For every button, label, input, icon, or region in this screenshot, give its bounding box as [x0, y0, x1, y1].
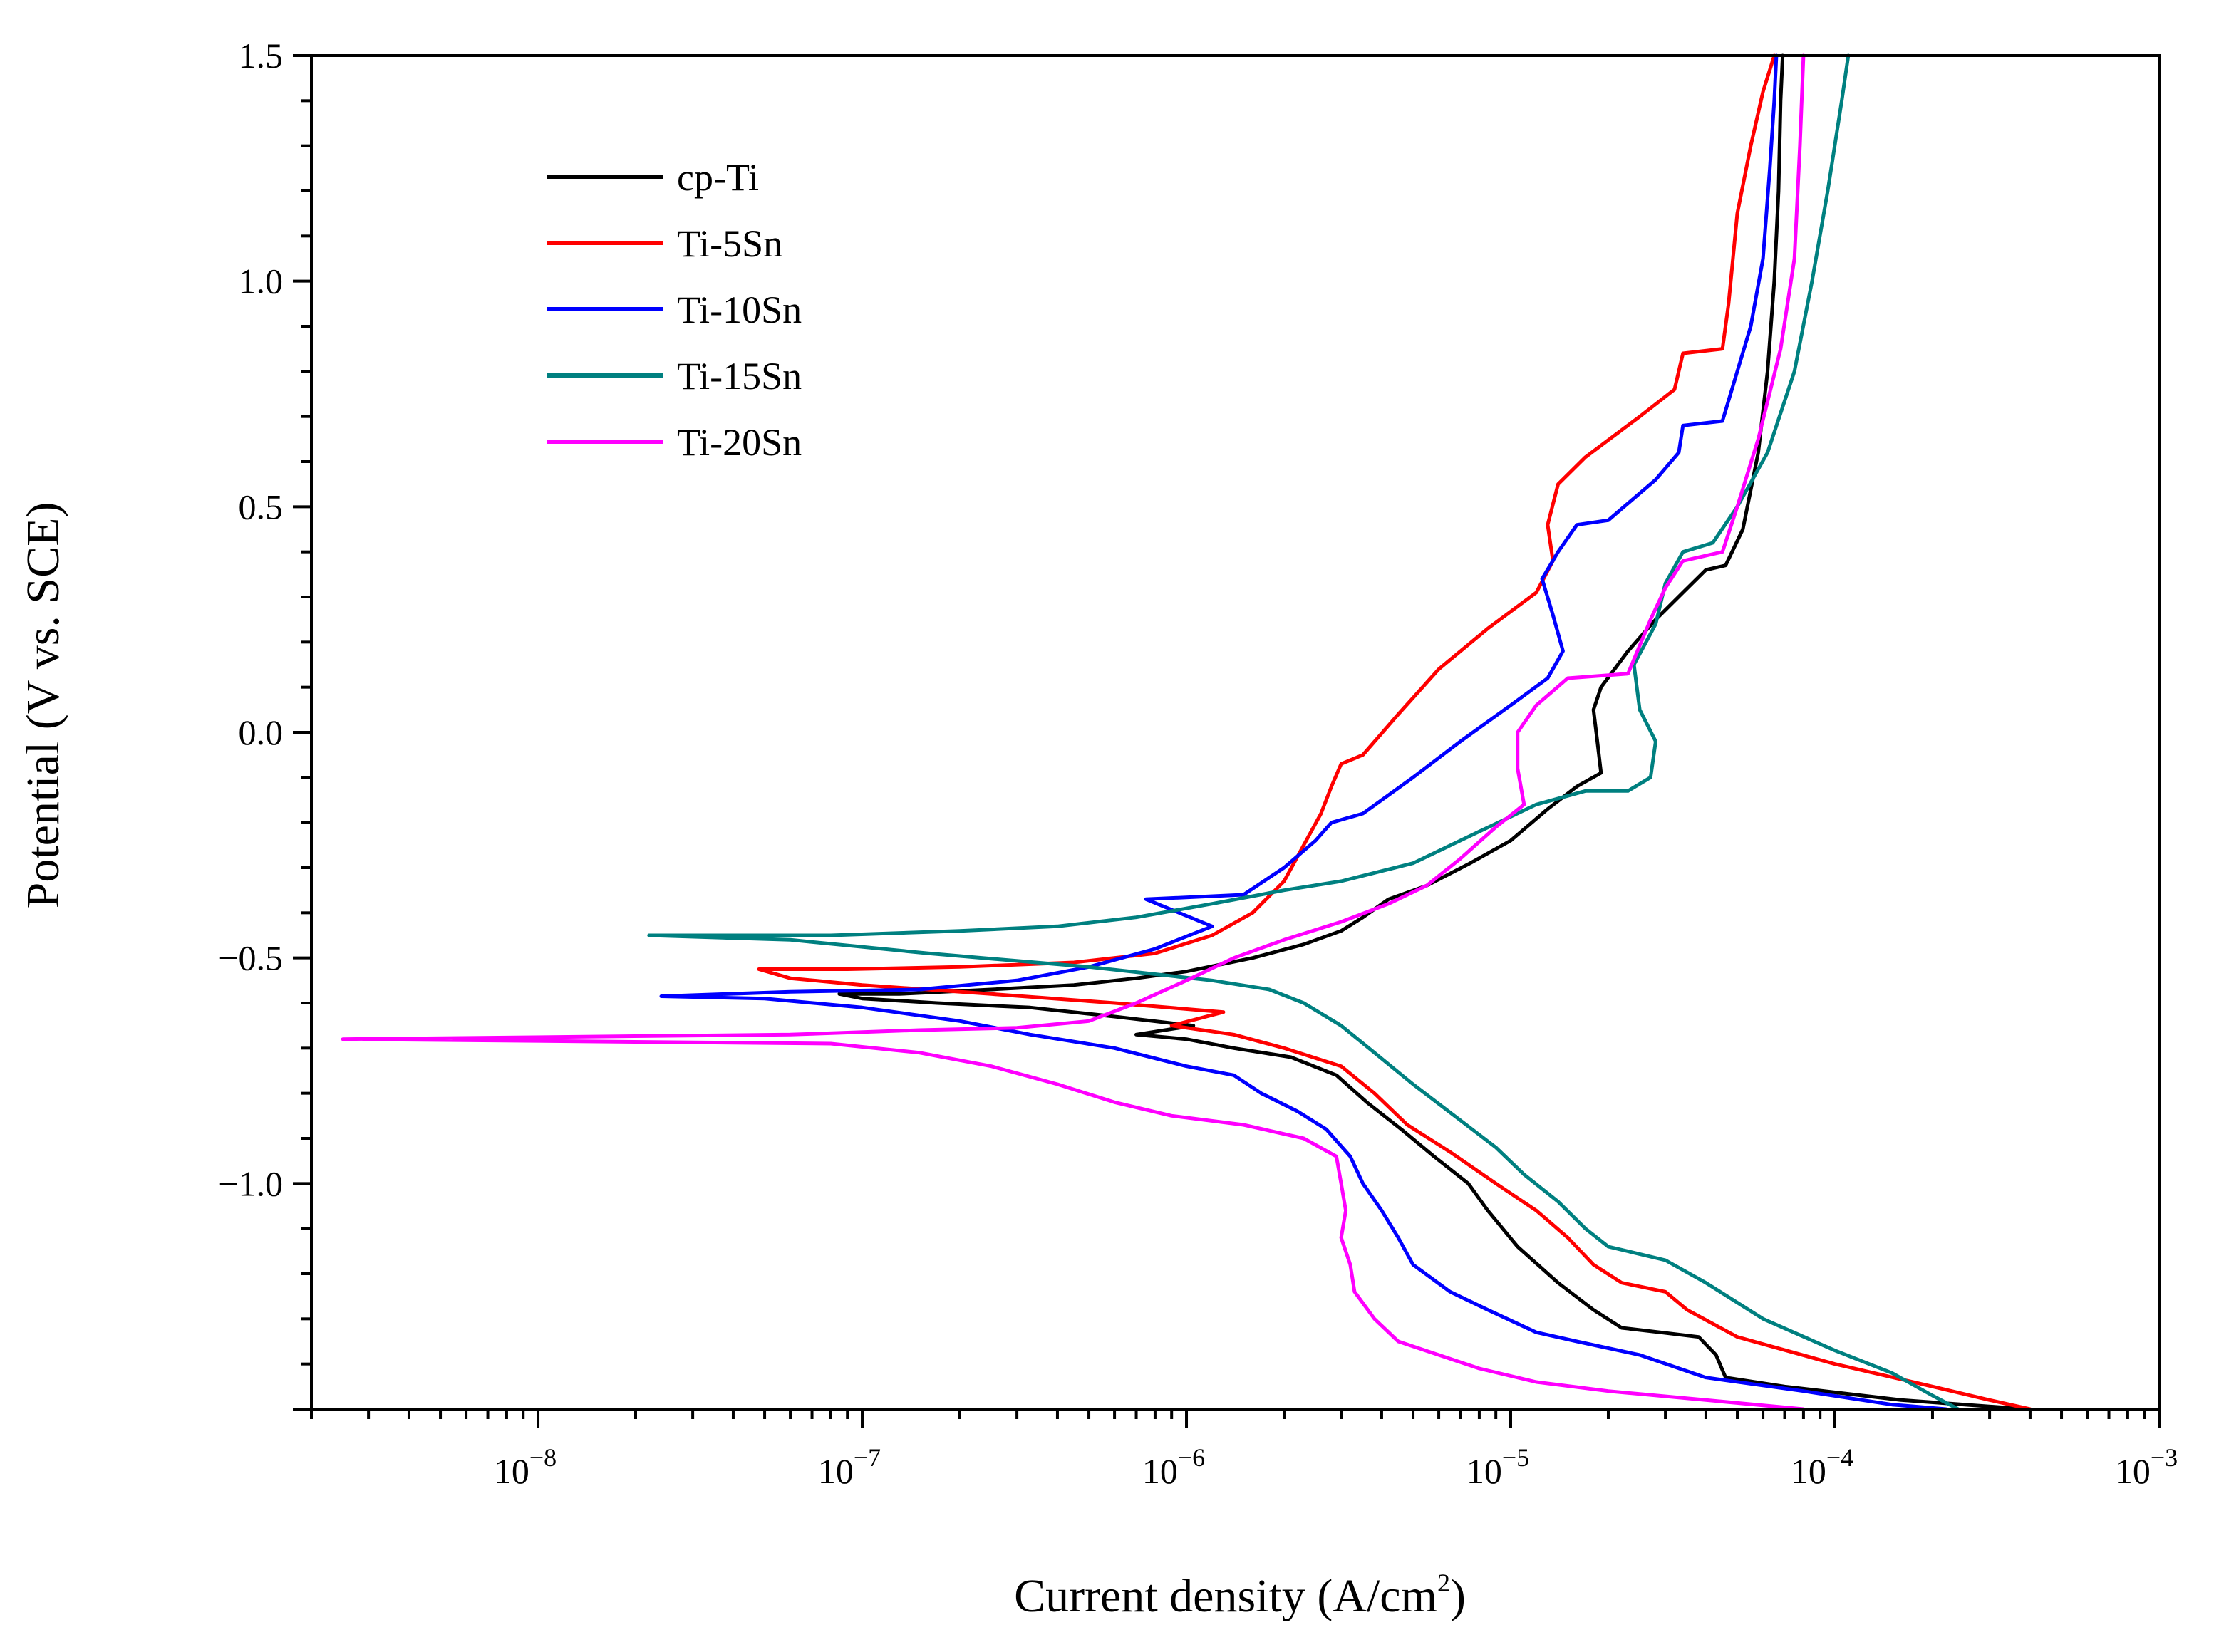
legend-label: Ti-10Sn [677, 289, 802, 331]
series-line-cp-ti [837, 53, 2029, 1411]
legend-label: Ti-5Sn [677, 222, 782, 265]
y-tick-label: 0.5 [239, 487, 284, 526]
x-tick-label: 10−3 [2115, 1443, 2178, 1491]
x-tick-exponent: −6 [1178, 1443, 1205, 1472]
y-tick-label: 1.0 [239, 261, 284, 301]
y-tick-label: 0.0 [239, 712, 284, 752]
x-tick-label: 10−7 [818, 1443, 881, 1491]
x-tick-label: 10−4 [1791, 1443, 1853, 1491]
x-tick-label: 10−8 [494, 1443, 557, 1491]
x-tick-label: 10−5 [1466, 1443, 1529, 1491]
legend-label: cp-Ti [677, 156, 759, 199]
x-tick-exponent: −7 [854, 1443, 881, 1472]
y-tick-label: −1.0 [218, 1163, 283, 1203]
series-line-ti-5sn [757, 53, 2032, 1411]
axes [293, 54, 2161, 1428]
legend-label: Ti-20Sn [677, 421, 802, 464]
x-axis-title-end: ) [1450, 1570, 1466, 1622]
y-tick-label: −0.5 [218, 938, 283, 978]
x-tick-exponent: −5 [1502, 1443, 1529, 1472]
x-tick-label: 10−6 [1142, 1443, 1205, 1491]
x-tick-exponent: −8 [529, 1443, 557, 1472]
y-tick-label: 1.5 [239, 36, 284, 76]
tick-labels: 1.5 1.0 0.5 0.0 −0.5 −1.0 10−8 10−7 10−6 10−5 10−4… [218, 36, 2178, 1491]
legend-label: Ti-15Sn [677, 355, 802, 398]
series-line-ti-20sn [341, 53, 1806, 1411]
x-tick-exponent: −4 [1826, 1443, 1853, 1472]
series-layer [341, 53, 2032, 1411]
x-axis-title: Current density (A/cm2) [1014, 1569, 1466, 1622]
y-axis-title: Potential (V vs. SCE) [17, 502, 69, 909]
x-axis-title-main: Current density (A/cm [1014, 1570, 1437, 1622]
x-axis-title-sup: 2 [1437, 1569, 1450, 1597]
x-tick-exponent: −3 [2151, 1443, 2178, 1472]
legend: cp-Ti Ti-5Sn Ti-10Sn Ti-15Sn Ti-20Sn [547, 156, 802, 464]
series-line-ti-15sn [647, 53, 1960, 1411]
